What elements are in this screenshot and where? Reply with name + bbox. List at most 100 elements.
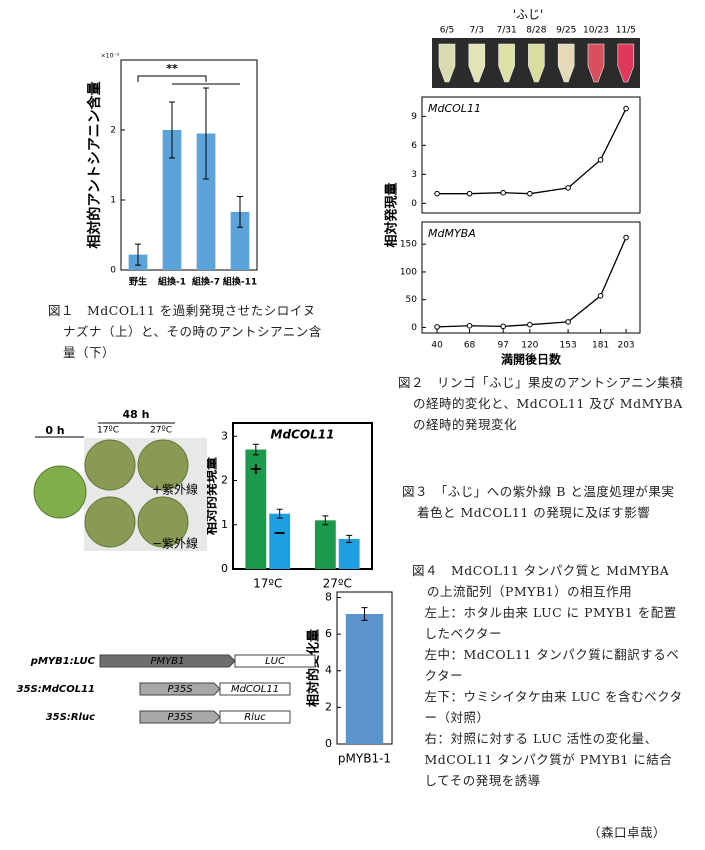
sample-tube (528, 43, 545, 83)
figure4-note: 右：対照に対する LUC 活性の変化量、MdCOL11 タンパク質が PMYB1… (424, 731, 673, 788)
uv-label: +紫外線 (152, 482, 198, 497)
construct-label: 35S:MdCOL11 (17, 684, 95, 695)
x-tick-label: 40 (431, 341, 443, 351)
sample-tube (587, 43, 605, 83)
photo-title: 'ふじ' (513, 8, 544, 22)
bar-marker: − (273, 523, 286, 542)
gene-box (219, 710, 291, 724)
data-point (500, 189, 506, 196)
sample-tube (438, 43, 456, 83)
sample-date: 8/28 (526, 26, 546, 36)
figure2-caption: 図２ リンゴ「ふじ」果皮のアントシアニン集積の経時的変化と、MdCOL11 及び… (398, 375, 684, 432)
x-tick-label: 203 (617, 341, 634, 351)
bar-marker: + (249, 459, 262, 478)
data-point (434, 324, 440, 330)
gene-name: MdCOL11 (231, 684, 279, 695)
data-point (527, 321, 533, 328)
data-point (565, 319, 571, 325)
bar (269, 513, 291, 569)
y-tick-label: 2 (110, 126, 116, 136)
y-tick-label: 0 (411, 323, 417, 333)
chart-title: MdCOL11 (271, 428, 335, 442)
significance-bracket (137, 75, 240, 85)
x-tick-label: 181 (592, 341, 609, 351)
x-tick-label: 153 (560, 341, 577, 351)
promoter-box (99, 654, 236, 668)
apple (137, 496, 189, 548)
sample-date: 11/5 (616, 26, 636, 36)
y-tick-label: 50 (406, 295, 418, 305)
y-axis-label: 相対的アントシアニン含量 (86, 81, 103, 248)
y-tick-label: 9 (411, 112, 417, 122)
data-point (434, 190, 440, 197)
chart-title: MdMYBA (428, 227, 476, 240)
sample-tube (468, 43, 486, 83)
gene-box (234, 654, 316, 668)
promoter-box (139, 682, 221, 696)
y-tick-label: 1 (110, 196, 116, 206)
error-bar (361, 607, 368, 621)
y-tick-label: 0 (110, 266, 116, 276)
error-bar (346, 534, 353, 543)
y-tick-label: 3 (221, 429, 228, 442)
x-tick-label: 68 (464, 341, 476, 351)
x-tick-label: pMYB1-1 (338, 752, 391, 766)
data-point (597, 157, 604, 163)
apple (84, 496, 136, 548)
plot-frame (120, 59, 258, 271)
gene-name: Rluc (244, 712, 266, 723)
figure4-caption: 図４ MdCOL11 タンパク質と MdMYBA の上流配列（PMYB1）の相互… (412, 563, 670, 599)
promoter-name: P35S (167, 684, 193, 695)
sample-date: 6/5 (440, 26, 454, 36)
plot-frame (421, 96, 641, 214)
data-point (623, 234, 629, 241)
error-bar (169, 101, 175, 159)
apple (33, 465, 87, 519)
x-tick-label: 17ºC (253, 577, 282, 591)
figure4-note: 左中：MdCOL11 タンパク質に翻訳するベクター (424, 647, 680, 683)
data-line (437, 237, 627, 328)
sample-tube (498, 43, 515, 83)
data-point (565, 185, 571, 191)
x-tick-label: 120 (521, 341, 538, 351)
data-point (623, 105, 629, 112)
sample-date: 7/3 (470, 26, 484, 36)
data-point (527, 190, 533, 197)
error-bar (276, 508, 283, 519)
y-tick-label: 2 (325, 700, 332, 713)
plot-frame (232, 422, 373, 570)
apple (84, 439, 136, 491)
bar (338, 538, 360, 569)
bar (245, 449, 267, 569)
time-label: 0 h (45, 424, 64, 437)
y-tick-label: 4 (325, 664, 332, 677)
y-tick-label: 100 (400, 267, 417, 277)
promoter-box (139, 710, 221, 724)
data-point (597, 293, 604, 299)
temp-label: 17ºC (97, 426, 119, 436)
sample-date: 7/31 (496, 26, 516, 36)
gene-name: LUC (265, 656, 285, 667)
data-point (466, 322, 473, 329)
x-tick-label: 組換-11 (223, 276, 257, 288)
sample-tube (557, 43, 575, 83)
bar (162, 130, 182, 270)
y-tick-label: 0 (325, 737, 332, 750)
bar (230, 211, 250, 270)
y-tick-label: 2 (221, 474, 228, 487)
promoter-name: PMYB1 (151, 656, 185, 667)
bar (314, 520, 336, 569)
apple (137, 439, 189, 491)
data-point (466, 190, 473, 197)
error-bar (237, 196, 243, 228)
chart-title: MdCOL11 (428, 102, 481, 115)
y-tick-label: 150 (400, 240, 417, 250)
error-bar (252, 443, 259, 456)
figure4-note: 左上：ホタル由来 LUC に PMYB1 を配置したベクター (424, 605, 677, 641)
y-unit: ×10⁻³ (101, 53, 120, 60)
y-tick-label: 6 (325, 627, 332, 640)
promoter-name: P35S (167, 712, 193, 723)
error-bar (135, 243, 141, 266)
y-tick-label: 8 (325, 590, 332, 603)
